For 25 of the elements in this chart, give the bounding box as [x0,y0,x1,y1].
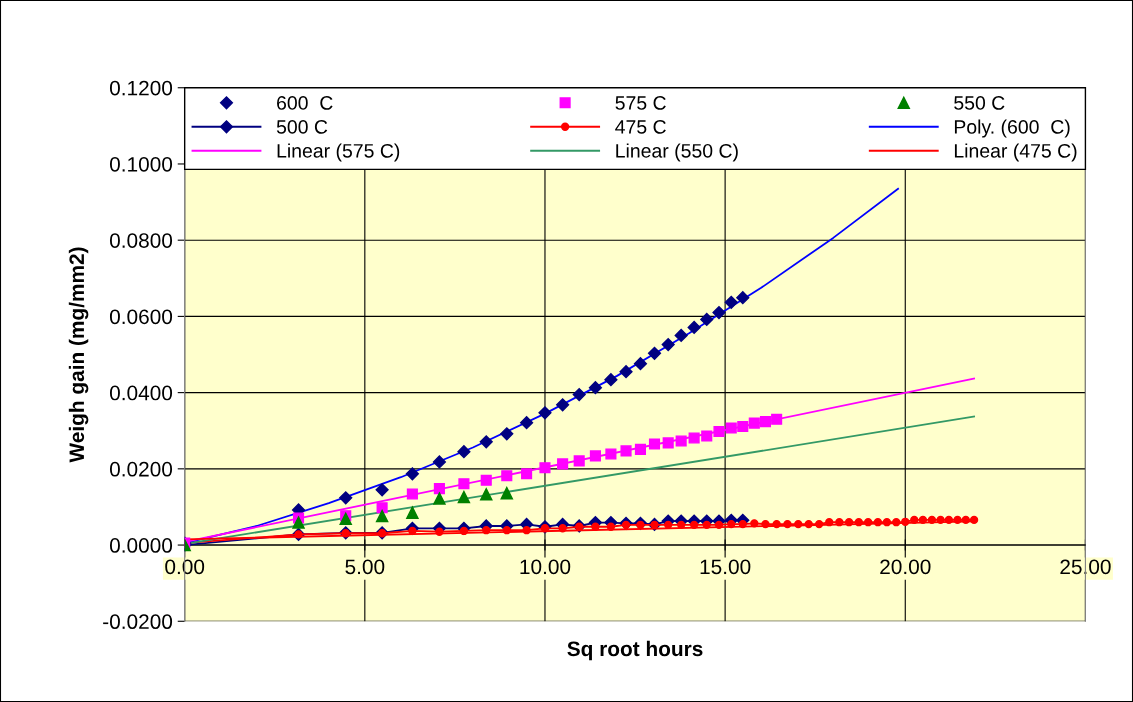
x-tick-label: 5.00 [345,559,385,575]
x-tick-label: 0.00 [165,559,205,575]
x-tick-label: 20.00 [880,559,931,575]
y-axis-title: Weigh gain (mg/mm2) [68,247,89,463]
y-tick-label: 0.0000 [109,538,173,553]
y-tick-label: 0.1200 [109,80,173,96]
x-axis-title: Sq root hours [567,640,703,661]
legend-label: 500 C [276,120,328,134]
x-tick-label: 15.00 [700,559,751,575]
y-tick-label: 0.0800 [109,233,173,248]
x-tick-label: 25.00 [1060,559,1111,575]
legend-label: 550 C [954,96,1005,110]
legend-label: 575 C [615,96,666,110]
legend-label: Linear (575 C) [277,143,400,162]
legend-label: 600 C [277,96,333,110]
legend-label: Linear (550 C) [616,143,738,162]
y-tick-label: 0.0400 [109,385,173,401]
y-tick-label: -0.0200 [103,614,173,630]
legend-label: Linear (475 C) [954,143,1077,162]
y-tick-label: 0.0600 [109,309,173,325]
legend-label: 475 C [615,120,666,134]
y-tick-label: 0.0200 [109,461,173,477]
x-tick-label: 10.00 [520,559,571,575]
y-tick-label: 0.1000 [109,156,173,172]
legend-label: Poly. (600 C) [954,119,1070,138]
